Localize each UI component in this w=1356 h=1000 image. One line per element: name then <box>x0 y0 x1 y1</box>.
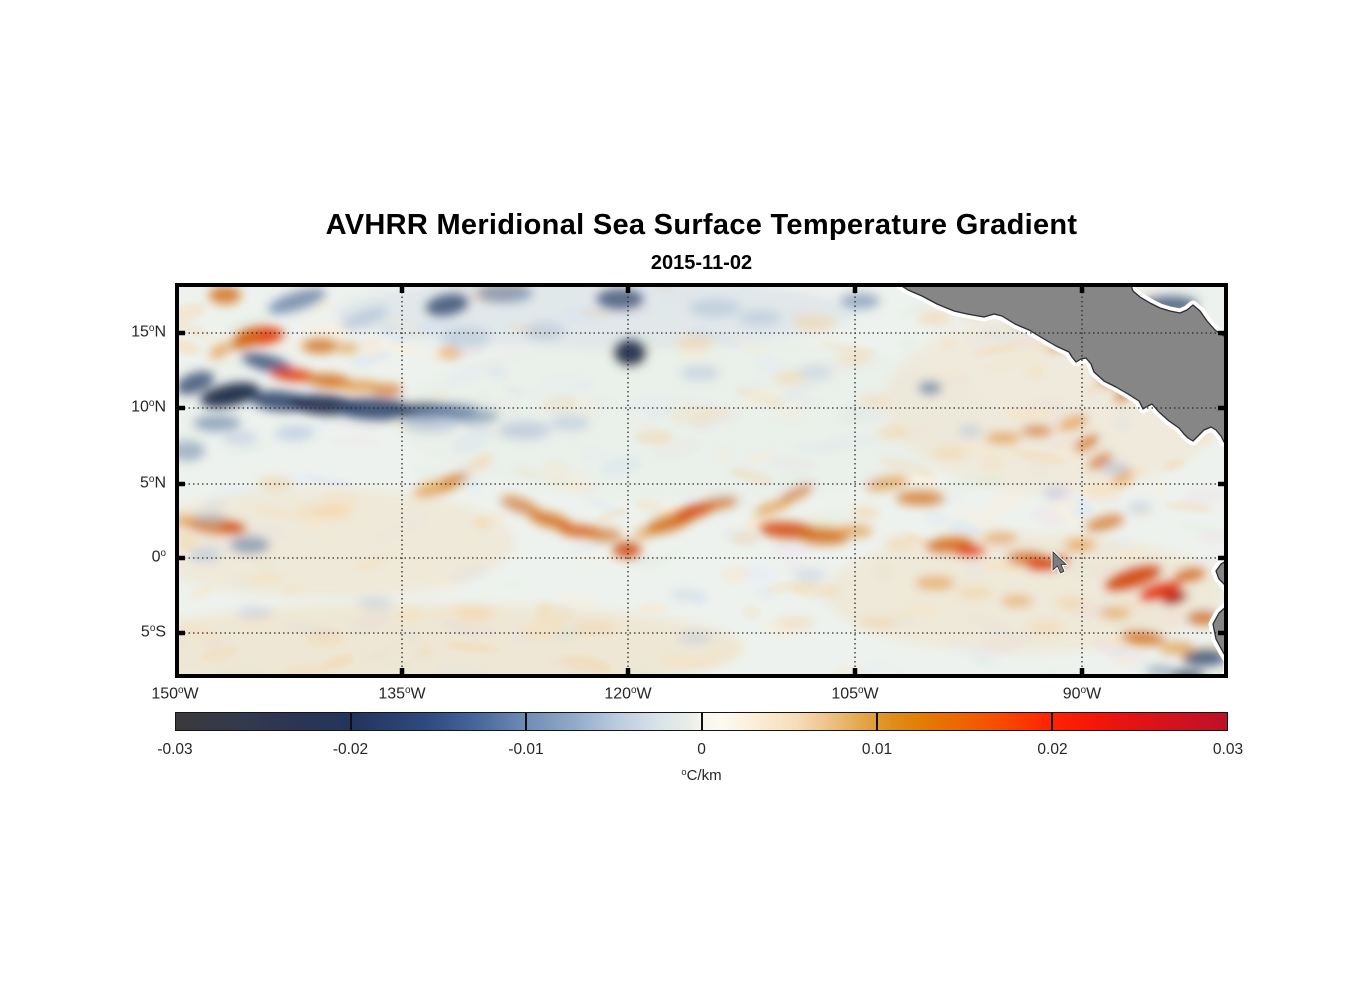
plot-frame <box>175 283 1228 678</box>
colorbar-unit-label: oC/km <box>681 767 722 785</box>
figure-date-subtitle: 2015-11-02 <box>650 252 753 274</box>
colorbar-tick-label: 0.01 <box>861 741 893 758</box>
colorbar-tick <box>1050 713 1053 730</box>
colorbar: oC/km -0.03 -0.02 -0.01 0 0.01 0.02 0.03 <box>157 712 1243 787</box>
lon-tick-label: 90oW <box>1062 685 1102 703</box>
lat-tick-label: 5oS <box>140 623 166 641</box>
colorbar-tick <box>875 713 878 730</box>
colorbar-tick-label: -0.02 <box>332 741 369 758</box>
colorbar-tick-label: 0 <box>697 741 706 758</box>
graticule <box>175 283 1228 678</box>
map-panel <box>175 283 1228 678</box>
land-masses <box>892 283 1228 678</box>
lat-tick-label: 10oN <box>131 398 166 416</box>
lat-tick-label: 5oN <box>140 474 166 492</box>
lat-tick-label: 0o <box>151 548 166 566</box>
colorbar-tick-label: 0.02 <box>1037 741 1068 758</box>
colorbar-tick-label: -0.03 <box>157 741 193 758</box>
lon-tick-label: 105oW <box>831 685 879 703</box>
lon-tick-label: 135oW <box>378 685 426 703</box>
colorbar-tick <box>350 713 353 730</box>
colorbar-tick-label: -0.01 <box>508 741 544 758</box>
colorbar-gradient-bar <box>175 712 1228 731</box>
lon-tick-label: 150oW <box>151 685 199 703</box>
lat-tick-label: 15oN <box>131 323 166 341</box>
figure-title: AVHRR Meridional Sea Surface Temperature… <box>325 209 1078 241</box>
colorbar-tick <box>525 713 528 730</box>
colorbar-tick <box>700 713 703 730</box>
colorbar-tick-label: 0.03 <box>1212 741 1244 758</box>
sst-gradient-heatmap <box>175 283 1228 678</box>
lon-tick-label: 120oW <box>604 685 652 703</box>
mouse-cursor <box>1051 550 1068 575</box>
